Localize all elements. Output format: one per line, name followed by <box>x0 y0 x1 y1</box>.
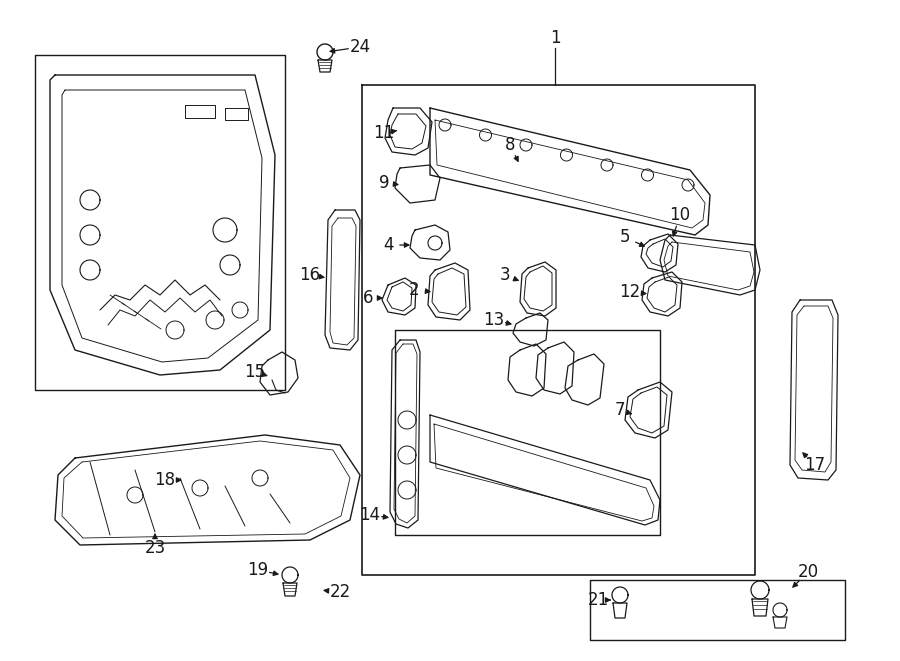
Text: 21: 21 <box>588 591 608 609</box>
Text: 23: 23 <box>144 539 166 557</box>
Text: 5: 5 <box>620 228 630 246</box>
Text: 8: 8 <box>505 136 515 154</box>
Text: 9: 9 <box>379 174 389 192</box>
Text: 16: 16 <box>300 266 320 284</box>
Text: 18: 18 <box>155 471 176 489</box>
Text: 12: 12 <box>619 283 641 301</box>
Text: 10: 10 <box>670 206 690 224</box>
Text: 6: 6 <box>363 289 374 307</box>
Text: 11: 11 <box>374 124 394 142</box>
Text: 22: 22 <box>329 583 351 601</box>
Text: 17: 17 <box>805 456 825 474</box>
Text: 14: 14 <box>359 506 381 524</box>
Text: 13: 13 <box>483 311 505 329</box>
Text: 7: 7 <box>615 401 626 419</box>
Text: 3: 3 <box>500 266 510 284</box>
Text: 1: 1 <box>550 29 561 47</box>
Text: 20: 20 <box>797 563 819 581</box>
Text: 19: 19 <box>248 561 268 579</box>
Text: 24: 24 <box>349 38 371 56</box>
Text: 15: 15 <box>245 363 266 381</box>
Text: 2: 2 <box>409 281 419 299</box>
Text: 4: 4 <box>382 236 393 254</box>
